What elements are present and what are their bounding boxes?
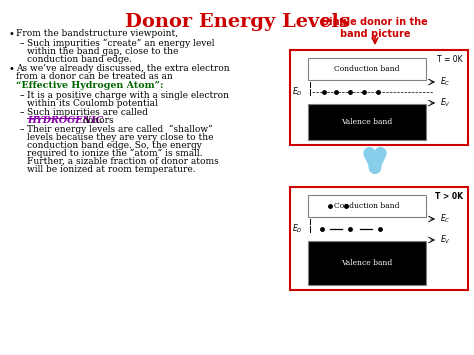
Text: Conduction band: Conduction band (334, 202, 400, 210)
Text: $E_D$: $E_D$ (292, 223, 303, 235)
Text: required to ionize the “atom” is small.: required to ionize the “atom” is small. (27, 149, 202, 158)
Text: Their energy levels are called  “shallow”: Their energy levels are called “shallow” (27, 125, 213, 134)
Text: T = 0K: T = 0K (438, 55, 463, 64)
Text: within the band gap, close to the: within the band gap, close to the (27, 47, 178, 56)
FancyBboxPatch shape (308, 195, 426, 217)
Text: Conduction band: Conduction band (334, 65, 400, 73)
Text: Such impurities are called: Such impurities are called (27, 108, 148, 117)
Text: Donor Energy Levels: Donor Energy Levels (125, 13, 349, 31)
FancyBboxPatch shape (290, 187, 468, 290)
Text: Valence band: Valence band (341, 118, 392, 126)
Text: As we’ve already discussed, the extra electron: As we’ve already discussed, the extra el… (16, 64, 229, 73)
Text: $E_C$: $E_C$ (440, 213, 451, 225)
Text: –: – (20, 39, 25, 48)
Text: –: – (20, 125, 25, 134)
Text: conduction band edge. So, the energy: conduction band edge. So, the energy (27, 141, 202, 150)
Text: conduction band edge.: conduction band edge. (27, 55, 132, 64)
Text: –: – (20, 91, 25, 100)
Text: Valence band: Valence band (341, 259, 392, 267)
Text: –: – (20, 108, 25, 117)
Text: $E_D$: $E_D$ (292, 86, 303, 98)
Text: From the bandstructure viewpoint,: From the bandstructure viewpoint, (16, 29, 178, 38)
Text: within its Coulomb potential: within its Coulomb potential (27, 99, 158, 108)
Text: donors: donors (83, 116, 115, 125)
Text: HYDROGENIC: HYDROGENIC (27, 116, 103, 125)
Text: “Effective Hydrogen Atom”:: “Effective Hydrogen Atom”: (16, 81, 164, 90)
FancyBboxPatch shape (308, 58, 426, 80)
Text: from a donor can be treated as an: from a donor can be treated as an (16, 72, 173, 81)
Text: Single donor in the
band picture: Single donor in the band picture (322, 17, 428, 39)
FancyBboxPatch shape (290, 50, 468, 145)
Text: It is a positive charge with a single electron: It is a positive charge with a single el… (27, 91, 229, 100)
FancyBboxPatch shape (308, 241, 426, 285)
Text: levels because they are very close to the: levels because they are very close to th… (27, 133, 213, 142)
Text: •: • (8, 29, 14, 39)
Text: $E_V$: $E_V$ (440, 234, 451, 246)
Text: $E_C$: $E_C$ (440, 76, 451, 88)
Text: $E_V$: $E_V$ (440, 97, 451, 109)
FancyBboxPatch shape (308, 104, 426, 140)
Text: Further, a sizable fraction of donor atoms: Further, a sizable fraction of donor ato… (27, 157, 219, 166)
Text: will be ionized at room temperature.: will be ionized at room temperature. (27, 165, 196, 174)
Text: T > 0K: T > 0K (435, 192, 463, 201)
Text: Such impurities “create” an energy level: Such impurities “create” an energy level (27, 39, 215, 48)
Text: •: • (8, 64, 14, 74)
